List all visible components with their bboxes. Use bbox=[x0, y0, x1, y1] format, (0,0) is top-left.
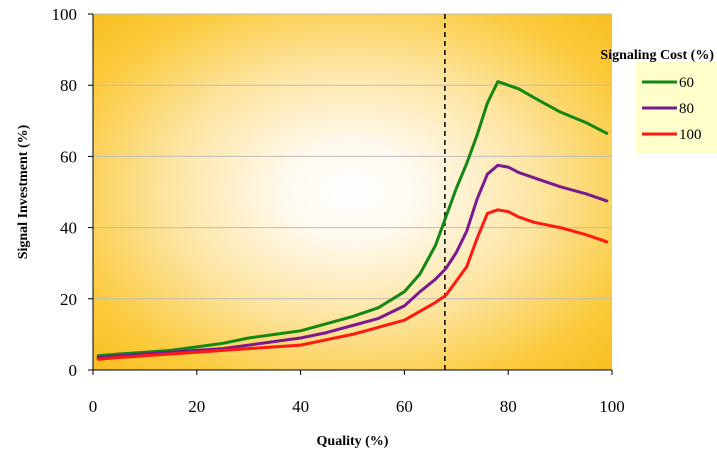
x-tick-label-20: 20 bbox=[188, 397, 205, 416]
y-tick-label-40: 40 bbox=[60, 219, 77, 238]
x-tick-label-40: 40 bbox=[292, 397, 309, 416]
y-tick-label-60: 60 bbox=[60, 147, 77, 166]
x-tick-label-100: 100 bbox=[599, 397, 625, 416]
legend: Signaling Cost (%) 60 80 100 bbox=[600, 48, 717, 154]
series-line-80 bbox=[96, 163, 609, 359]
axes bbox=[88, 13, 613, 375]
legend-title: Signaling Cost (%) bbox=[600, 48, 714, 63]
series-layer bbox=[96, 80, 609, 361]
y-axis-title: Signal Investment (%) bbox=[16, 124, 31, 259]
legend-label-80: 80 bbox=[679, 101, 694, 117]
y-tick-label-0: 0 bbox=[69, 361, 78, 380]
x-axis-title: Quality (%) bbox=[317, 434, 389, 449]
gridlines bbox=[93, 13, 612, 300]
legend-label-100: 100 bbox=[679, 127, 702, 143]
y-tick-label-100: 100 bbox=[52, 5, 78, 24]
legend-label-60: 60 bbox=[679, 75, 694, 91]
x-tick-label-80: 80 bbox=[500, 397, 517, 416]
plot-area bbox=[93, 14, 612, 370]
series-line-60 bbox=[96, 80, 609, 358]
x-tick-label-0: 0 bbox=[89, 397, 98, 416]
y-tick-label-80: 80 bbox=[60, 76, 77, 95]
series-line-100 bbox=[96, 208, 609, 361]
y-tick-label-20: 20 bbox=[60, 290, 77, 309]
tick-labels: 0 20 40 60 80 100 0 20 40 60 80 100 bbox=[52, 5, 625, 416]
x-tick-label-60: 60 bbox=[396, 397, 413, 416]
